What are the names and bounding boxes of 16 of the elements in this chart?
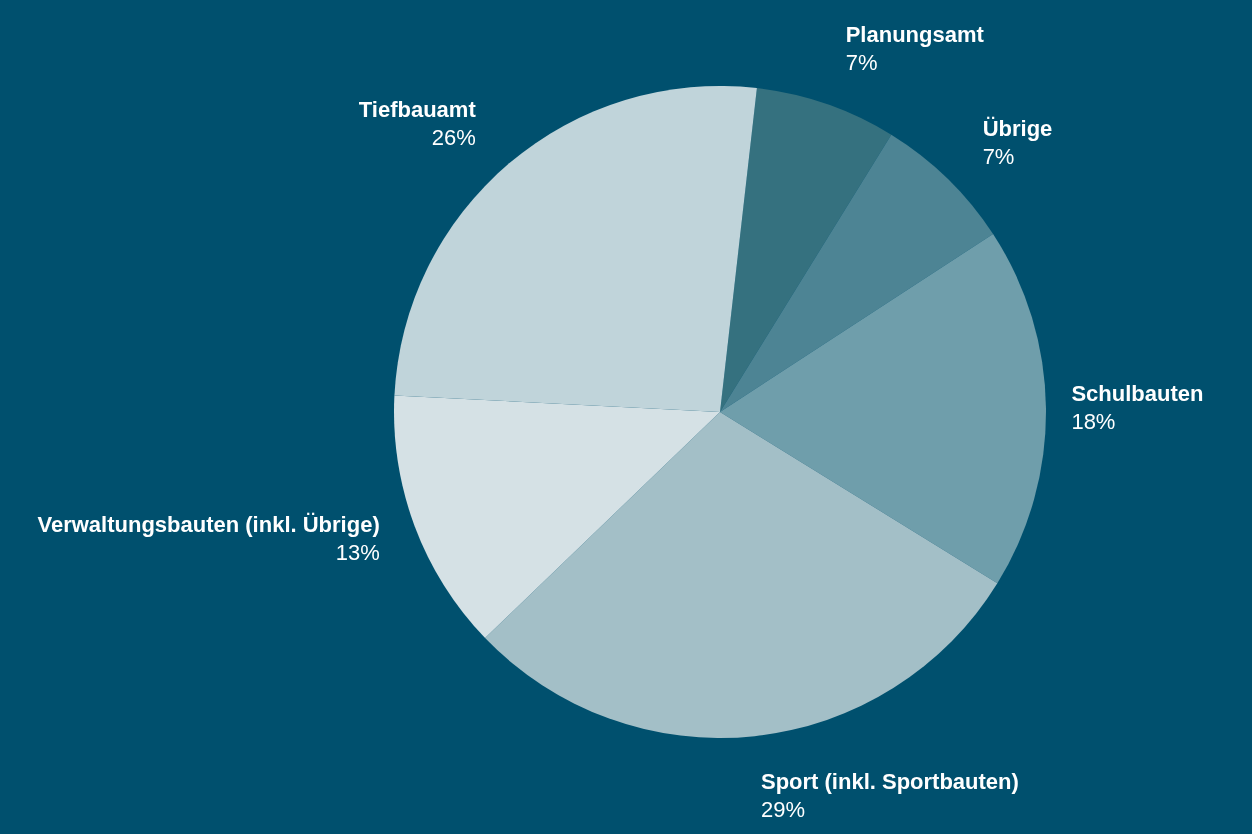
slice-label: Schulbauten: [1071, 380, 1204, 406]
data-label: 26%: [431, 124, 476, 150]
data-label: 13%: [335, 540, 380, 566]
data-label: 29%: [761, 796, 806, 822]
pie-slice: [720, 233, 1046, 584]
data-label: 7%: [982, 143, 1015, 169]
slice-label: Verwaltungsbauten (inkl. Übrige): [37, 512, 380, 538]
data-label: 7%: [845, 50, 878, 76]
slice-label: Tiefbauamt: [358, 96, 477, 122]
data-label: 18%: [1071, 408, 1116, 434]
pie-slice: [720, 88, 892, 412]
slice-label: Planungsamt: [845, 22, 985, 48]
slice-label: Sport (inkl. Sportbauten): [761, 768, 1019, 794]
slice-label: Übrige: [982, 115, 1053, 141]
pie-slice: [485, 412, 998, 738]
pie-slice: [394, 395, 720, 639]
